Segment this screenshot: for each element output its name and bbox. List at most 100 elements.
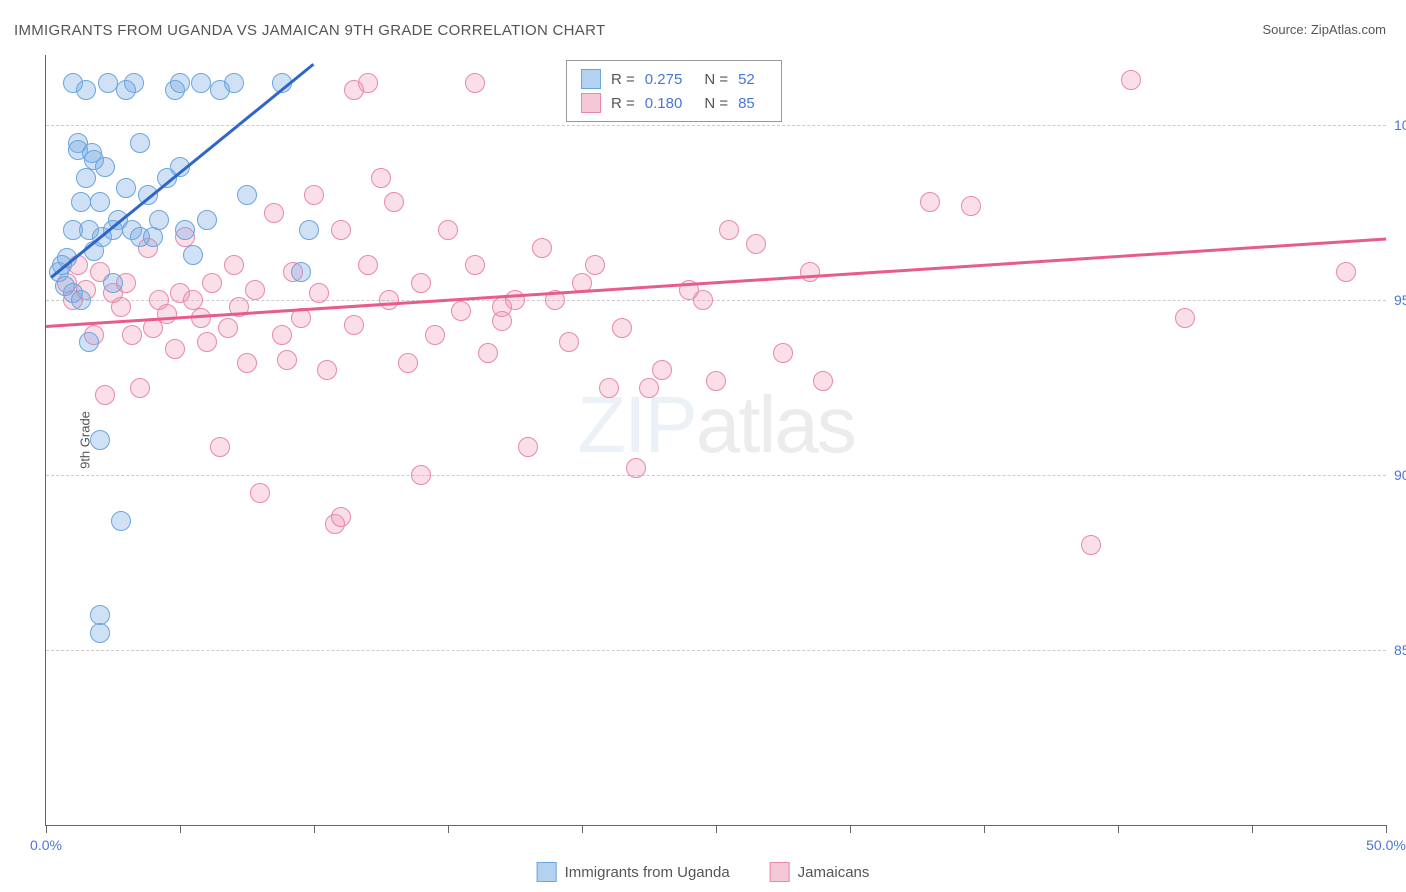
x-tick <box>1252 825 1253 833</box>
legend-item-jamaicans: Jamaicans <box>770 862 870 882</box>
source-label: Source: ZipAtlas.com <box>1262 22 1386 37</box>
scatter-point-jamaicans <box>1336 262 1356 282</box>
plot-area: 9th Grade ZIPatlas R = 0.275 N = 52 R = … <box>45 55 1386 826</box>
scatter-point-jamaicans <box>813 371 833 391</box>
scatter-point-jamaicans <box>358 255 378 275</box>
scatter-point-jamaicans <box>250 483 270 503</box>
scatter-point-jamaicans <box>358 73 378 93</box>
stats-box: R = 0.275 N = 52 R = 0.180 N = 85 <box>566 60 782 122</box>
scatter-point-jamaicans <box>218 318 238 338</box>
gridline <box>46 475 1386 476</box>
x-tick-label: 0.0% <box>30 837 62 853</box>
legend-label-uganda: Immigrants from Uganda <box>565 864 730 881</box>
scatter-point-uganda <box>237 185 257 205</box>
scatter-point-jamaicans <box>379 290 399 310</box>
scatter-point-jamaicans <box>371 168 391 188</box>
scatter-point-jamaicans <box>384 192 404 212</box>
scatter-point-jamaicans <box>518 437 538 457</box>
scatter-point-jamaicans <box>264 203 284 223</box>
scatter-point-jamaicans <box>237 353 257 373</box>
swatch-jamaicans-icon <box>770 862 790 882</box>
scatter-point-jamaicans <box>639 378 659 398</box>
scatter-point-uganda <box>116 178 136 198</box>
scatter-point-jamaicans <box>746 234 766 254</box>
scatter-point-jamaicans <box>719 220 739 240</box>
scatter-point-uganda <box>111 511 131 531</box>
scatter-point-jamaicans <box>245 280 265 300</box>
scatter-point-jamaicans <box>411 465 431 485</box>
scatter-point-jamaicans <box>626 458 646 478</box>
bottom-legend: Immigrants from Uganda Jamaicans <box>537 862 870 882</box>
scatter-point-jamaicans <box>1081 535 1101 555</box>
y-tick-label: 85.0% <box>1394 642 1406 658</box>
scatter-point-uganda <box>71 290 91 310</box>
scatter-point-jamaicans <box>800 262 820 282</box>
chart-title: IMMIGRANTS FROM UGANDA VS JAMAICAN 9TH G… <box>14 22 605 39</box>
stats-row-jamaicans: R = 0.180 N = 85 <box>581 91 767 115</box>
scatter-point-jamaicans <box>465 255 485 275</box>
r-value-uganda: 0.275 <box>645 71 683 88</box>
scatter-point-jamaicans <box>197 332 217 352</box>
scatter-point-jamaicans <box>165 339 185 359</box>
watermark-zip: ZIP <box>577 380 695 469</box>
x-tick <box>46 825 47 833</box>
x-tick <box>850 825 851 833</box>
swatch-uganda-icon <box>581 69 601 89</box>
scatter-point-jamaicans <box>451 301 471 321</box>
y-tick-label: 100.0% <box>1394 117 1406 133</box>
n-value-jamaicans: 85 <box>738 95 755 112</box>
scatter-point-jamaicans <box>398 353 418 373</box>
watermark: ZIPatlas <box>577 379 854 471</box>
scatter-point-uganda <box>299 220 319 240</box>
scatter-point-jamaicans <box>465 73 485 93</box>
x-tick-label: 50.0% <box>1366 837 1406 853</box>
scatter-point-uganda <box>224 73 244 93</box>
scatter-point-jamaicans <box>961 196 981 216</box>
legend-item-uganda: Immigrants from Uganda <box>537 862 730 882</box>
scatter-point-jamaicans <box>130 378 150 398</box>
scatter-point-jamaicans <box>122 325 142 345</box>
r-value-jamaicans: 0.180 <box>645 95 683 112</box>
scatter-point-uganda <box>79 332 99 352</box>
scatter-point-jamaicans <box>411 273 431 293</box>
scatter-point-uganda <box>76 168 96 188</box>
scatter-point-uganda <box>130 133 150 153</box>
watermark-atlas: atlas <box>696 380 855 469</box>
scatter-point-jamaicans <box>438 220 458 240</box>
scatter-point-jamaicans <box>317 360 337 380</box>
scatter-point-uganda <box>170 73 190 93</box>
scatter-point-uganda <box>291 262 311 282</box>
swatch-uganda-icon <box>537 862 557 882</box>
scatter-point-jamaicans <box>272 325 292 345</box>
scatter-point-jamaicans <box>532 238 552 258</box>
stats-row-uganda: R = 0.275 N = 52 <box>581 67 767 91</box>
scatter-point-uganda <box>191 73 211 93</box>
x-tick <box>314 825 315 833</box>
x-tick <box>984 825 985 833</box>
x-tick <box>1118 825 1119 833</box>
scatter-point-jamaicans <box>277 350 297 370</box>
scatter-point-uganda <box>90 192 110 212</box>
x-tick <box>582 825 583 833</box>
n-label: N = <box>704 95 728 112</box>
scatter-point-uganda <box>103 273 123 293</box>
scatter-point-jamaicans <box>773 343 793 363</box>
scatter-point-jamaicans <box>304 185 324 205</box>
scatter-point-jamaicans <box>210 437 230 457</box>
x-tick <box>180 825 181 833</box>
scatter-point-jamaicans <box>693 290 713 310</box>
scatter-point-uganda <box>98 73 118 93</box>
y-tick-label: 95.0% <box>1394 292 1406 308</box>
scatter-point-jamaicans <box>652 360 672 380</box>
scatter-point-jamaicans <box>478 343 498 363</box>
scatter-point-jamaicans <box>224 255 244 275</box>
scatter-point-jamaicans <box>585 255 605 275</box>
scatter-point-jamaicans <box>599 378 619 398</box>
x-tick <box>1386 825 1387 833</box>
n-label: N = <box>704 71 728 88</box>
gridline <box>46 650 1386 651</box>
y-tick-label: 90.0% <box>1394 467 1406 483</box>
scatter-point-jamaicans <box>202 273 222 293</box>
scatter-point-jamaicans <box>331 507 351 527</box>
scatter-point-jamaicans <box>331 220 351 240</box>
